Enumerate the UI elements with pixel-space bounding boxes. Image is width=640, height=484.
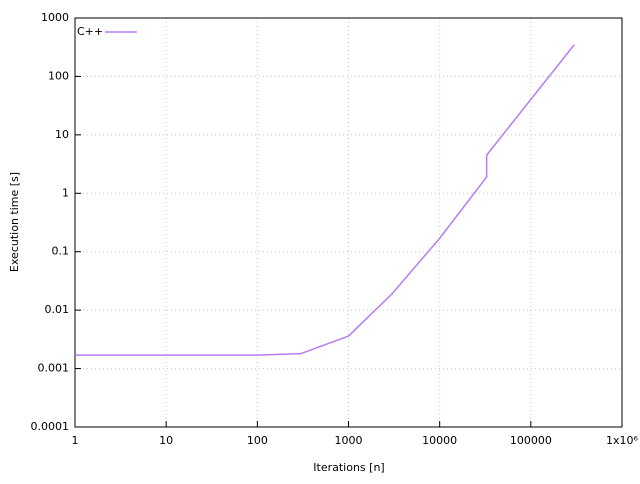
y-tick-label: 1: [62, 186, 69, 199]
y-axis-label: Execution time [s]: [8, 172, 21, 272]
y-tick-label: 0.1: [52, 245, 70, 258]
y-tick-label: 0.001: [38, 362, 70, 375]
y-tick-label: 0.01: [45, 303, 70, 316]
x-tick-label: 1x10⁶: [606, 434, 639, 447]
y-tick-label: 0.0001: [31, 420, 70, 433]
x-tick-label: 10000: [422, 434, 457, 447]
x-tick-label: 100000: [510, 434, 552, 447]
y-tick-label: 100: [48, 69, 69, 82]
x-tick-label: 100: [247, 434, 268, 447]
x-axis-label: Iterations [n]: [313, 461, 384, 474]
plot-frame: [74, 17, 623, 428]
legend-label: C++: [77, 25, 103, 38]
x-tick-label: 1000: [335, 434, 363, 447]
y-tick-label: 10: [55, 128, 69, 141]
y-tick-label: 1000: [41, 11, 69, 24]
x-tick-label: 10: [159, 434, 173, 447]
x-tick-label: 1: [72, 434, 79, 447]
data-line: [75, 44, 575, 356]
